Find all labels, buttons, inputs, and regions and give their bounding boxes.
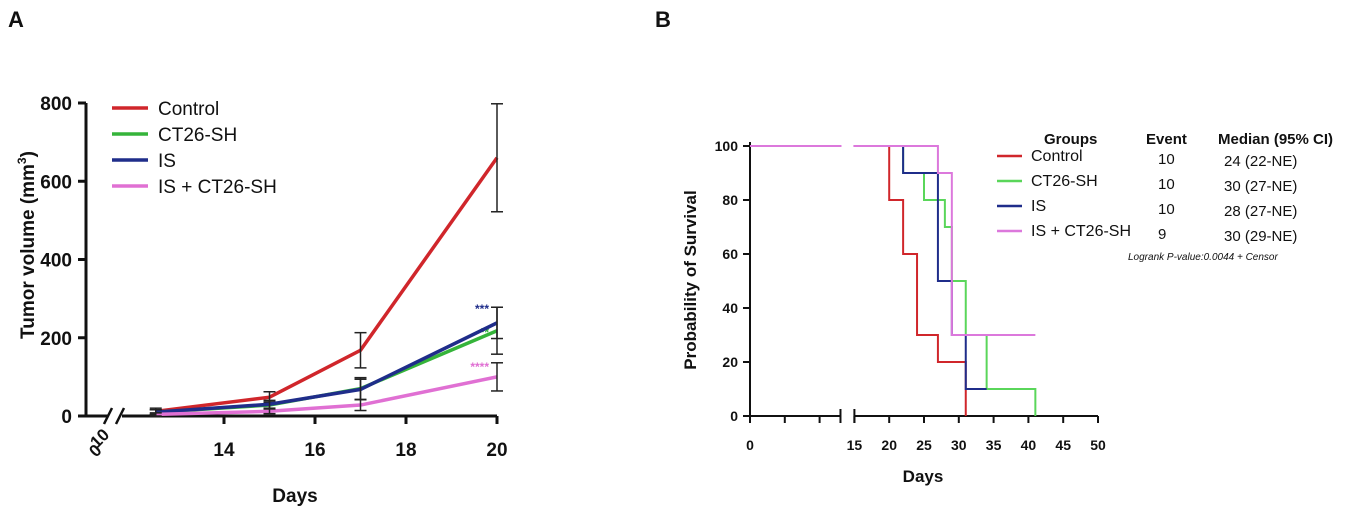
b-ytick-label: 40 bbox=[722, 300, 738, 316]
a-significance-label: ** bbox=[480, 326, 490, 340]
b-legend-label: IS bbox=[1031, 198, 1046, 215]
b-xtick-label: 15 bbox=[847, 437, 863, 453]
b-xtick-label: 20 bbox=[881, 437, 897, 453]
a-series-line bbox=[155, 375, 498, 417]
a-axis-break-mark bbox=[102, 407, 114, 425]
b-legend-event: 10 bbox=[1158, 151, 1175, 168]
b-ytick-label: 20 bbox=[722, 354, 738, 370]
b-legend-header-event: Event bbox=[1146, 131, 1187, 148]
panel-b-label: B bbox=[655, 7, 671, 32]
b-survival-curve bbox=[750, 145, 987, 390]
b-survival-curve bbox=[750, 145, 1037, 416]
a-significance-label: *** bbox=[475, 302, 489, 316]
a-ytick-label: 200 bbox=[40, 329, 72, 350]
b-xtick-label: 30 bbox=[951, 437, 967, 453]
b-xtick-label: 25 bbox=[916, 437, 932, 453]
b-legend-event: 10 bbox=[1158, 176, 1175, 193]
a-series-line bbox=[155, 321, 498, 414]
b-survival-curve bbox=[750, 145, 1036, 336]
a-ylabel-main: Tumor volume (mm bbox=[18, 164, 39, 339]
b-legend-median: 30 (27-NE) bbox=[1224, 178, 1297, 195]
panel-a-label: A bbox=[8, 7, 24, 32]
b-xtick-label: 40 bbox=[1021, 437, 1037, 453]
b-xtick-label: 50 bbox=[1090, 437, 1106, 453]
a-ylabel-sup: 3 bbox=[15, 157, 29, 164]
b-xtick-label: 45 bbox=[1055, 437, 1071, 453]
a-legend-label: IS bbox=[158, 151, 176, 172]
a-ylabel-close: ) bbox=[18, 151, 39, 157]
a-ytick-label: 600 bbox=[40, 172, 72, 193]
a-legend-label: IS + CT26-SH bbox=[158, 177, 277, 198]
a-xlabel: Days bbox=[272, 486, 317, 507]
a-ylabel: Tumor volume (mm3) bbox=[15, 151, 39, 339]
a-axis-break-mark bbox=[114, 407, 126, 425]
b-legend-median: 30 (29-NE) bbox=[1224, 228, 1297, 245]
b-footnote: Logrank P-value:0.0044 + Censor bbox=[1128, 252, 1278, 263]
b-survival-curve bbox=[750, 145, 967, 416]
a-legend-label: Control bbox=[158, 99, 219, 120]
a-xtick-label: 16 bbox=[304, 440, 325, 461]
b-legend-label: IS + CT26-SH bbox=[1031, 223, 1131, 240]
b-legend-header-median: Median (95% CI) bbox=[1218, 131, 1333, 148]
a-legend-label: CT26-SH bbox=[158, 125, 237, 146]
a-series-line bbox=[155, 329, 498, 414]
b-ytick-label: 80 bbox=[722, 192, 738, 208]
a-ytick-label: 400 bbox=[40, 251, 72, 272]
b-break-gap bbox=[841, 143, 854, 149]
panel-b-plot: 0 20 40 60 80 100 0 15 20 25 30 35 40 45 50 Control 10 24… bbox=[715, 138, 1298, 453]
b-ylabel: Probability of Survival bbox=[681, 190, 700, 370]
b-ytick-label: 60 bbox=[722, 246, 738, 262]
b-xtick-label: 0 bbox=[746, 437, 754, 453]
a-significance-label: **** bbox=[470, 360, 489, 374]
a-xtick-label: 20 bbox=[486, 440, 507, 461]
b-legend-header-group: Groups bbox=[1044, 131, 1097, 148]
a-ytick-label: 0 bbox=[61, 407, 72, 428]
a-xtick-label: 18 bbox=[395, 440, 416, 461]
b-xlabel: Days bbox=[903, 467, 944, 486]
panel-a-plot: 0 200 400 600 800 14 16 18 20 Control ** CT26-SH ***… bbox=[40, 94, 507, 461]
a-ytick-label: 800 bbox=[40, 94, 72, 115]
b-legend-label: CT26-SH bbox=[1031, 173, 1098, 190]
b-legend-event: 9 bbox=[1158, 226, 1166, 243]
b-legend-median: 28 (27-NE) bbox=[1224, 203, 1297, 220]
b-xtick-label: 35 bbox=[986, 437, 1002, 453]
b-ytick-label: 0 bbox=[730, 408, 738, 424]
b-legend-event: 10 bbox=[1158, 201, 1175, 218]
b-legend-label: Control bbox=[1031, 148, 1083, 165]
a-xtick-label: 14 bbox=[213, 440, 235, 461]
a-series-line bbox=[155, 156, 499, 414]
b-ytick-label: 100 bbox=[715, 138, 739, 154]
b-legend-median: 24 (22-NE) bbox=[1224, 153, 1297, 170]
